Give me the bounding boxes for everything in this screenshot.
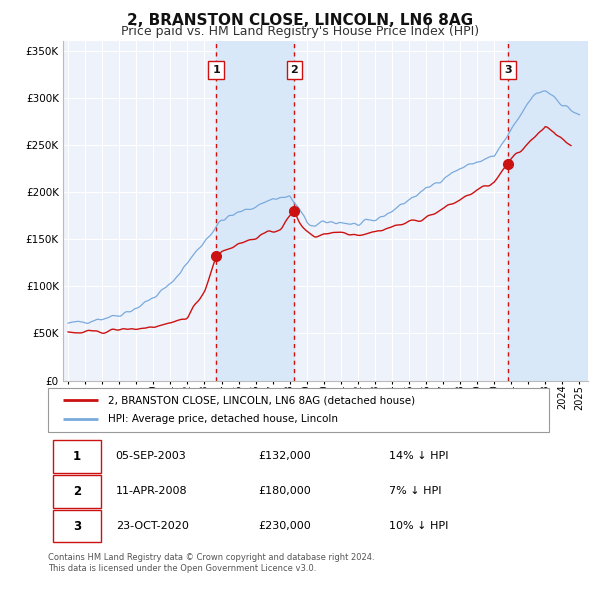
Text: Price paid vs. HM Land Registry's House Price Index (HPI): Price paid vs. HM Land Registry's House … bbox=[121, 25, 479, 38]
Text: HPI: Average price, detached house, Lincoln: HPI: Average price, detached house, Linc… bbox=[108, 415, 338, 424]
Text: 05-SEP-2003: 05-SEP-2003 bbox=[116, 451, 187, 461]
Text: 2: 2 bbox=[290, 65, 298, 75]
Text: 23-OCT-2020: 23-OCT-2020 bbox=[116, 521, 188, 531]
Text: 1: 1 bbox=[73, 450, 81, 463]
Text: 7% ↓ HPI: 7% ↓ HPI bbox=[389, 486, 441, 496]
Text: Contains HM Land Registry data © Crown copyright and database right 2024.: Contains HM Land Registry data © Crown c… bbox=[48, 553, 374, 562]
Text: This data is licensed under the Open Government Licence v3.0.: This data is licensed under the Open Gov… bbox=[48, 564, 316, 573]
Text: £230,000: £230,000 bbox=[259, 521, 311, 531]
Bar bbox=[508, 41, 588, 381]
Text: £180,000: £180,000 bbox=[259, 486, 311, 496]
Text: 3: 3 bbox=[73, 520, 81, 533]
Bar bbox=[216, 41, 295, 381]
FancyBboxPatch shape bbox=[53, 475, 101, 507]
FancyBboxPatch shape bbox=[53, 510, 101, 542]
Text: 14% ↓ HPI: 14% ↓ HPI bbox=[389, 451, 448, 461]
Text: 10% ↓ HPI: 10% ↓ HPI bbox=[389, 521, 448, 531]
FancyBboxPatch shape bbox=[53, 440, 101, 473]
FancyBboxPatch shape bbox=[48, 388, 549, 432]
Text: £132,000: £132,000 bbox=[259, 451, 311, 461]
Text: 3: 3 bbox=[504, 65, 512, 75]
Text: 2, BRANSTON CLOSE, LINCOLN, LN6 8AG: 2, BRANSTON CLOSE, LINCOLN, LN6 8AG bbox=[127, 13, 473, 28]
Bar bbox=[508, 41, 588, 381]
Text: 1: 1 bbox=[212, 65, 220, 75]
Text: 2: 2 bbox=[73, 484, 81, 498]
Text: 11-APR-2008: 11-APR-2008 bbox=[116, 486, 187, 496]
Text: 2, BRANSTON CLOSE, LINCOLN, LN6 8AG (detached house): 2, BRANSTON CLOSE, LINCOLN, LN6 8AG (det… bbox=[108, 395, 415, 405]
